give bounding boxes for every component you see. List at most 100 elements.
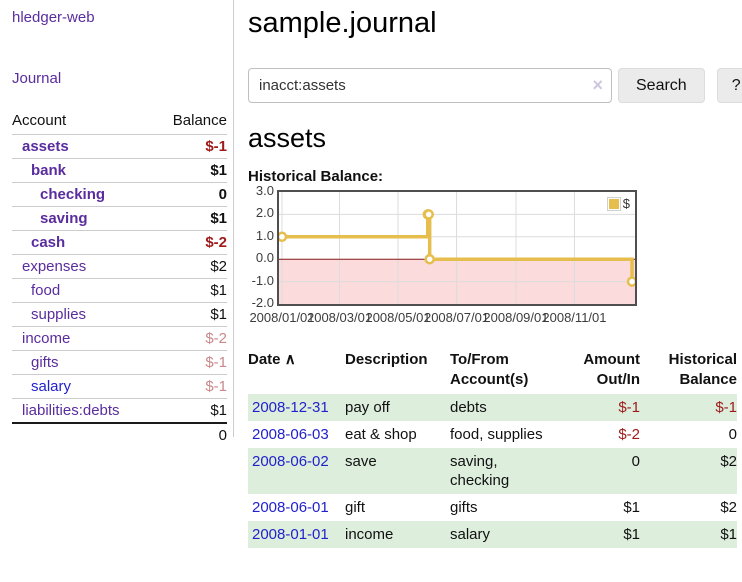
account-balance: 0: [119, 182, 227, 207]
account-row: assets $-1: [12, 134, 227, 159]
account-row: saving $1: [12, 206, 227, 231]
sidebar-account-link[interactable]: saving: [40, 210, 88, 227]
search-input[interactable]: [248, 68, 612, 103]
account-row: salary $-1: [12, 374, 227, 399]
register-date-link[interactable]: 2008-06-03: [252, 426, 329, 443]
sidebar-item-journal[interactable]: Journal: [12, 70, 62, 87]
sidebar-account-link[interactable]: supplies: [31, 306, 87, 323]
register-row: 2008-06-02 save saving, checking 0 $2: [248, 448, 737, 494]
register-accounts: debts: [450, 399, 487, 416]
sidebar-account-link[interactable]: checking: [40, 186, 106, 203]
account-row: cash $-2: [12, 230, 227, 255]
sidebar-account-link[interactable]: cash: [31, 234, 66, 251]
account-balance: $-1: [119, 134, 227, 159]
chart-plot-area: $: [277, 190, 637, 306]
register-description: eat & shop: [345, 426, 417, 443]
sidebar-account-link[interactable]: gifts: [31, 354, 59, 371]
account-row: checking 0: [12, 182, 227, 207]
historical-balance-chart: $ 3.0 2.0 1.0 0.0 -1.0 -2.0 2008/01/01 2008/03/…: [248, 184, 737, 332]
sidebar-account-link[interactable]: liabilities:debts: [22, 402, 120, 419]
register-row: 2008-01-01 income salary $1 $1: [248, 521, 737, 548]
series-label: $: [622, 196, 630, 211]
register-balance: $1: [720, 526, 737, 543]
help-button[interactable]: ?: [716, 68, 742, 103]
register-header-date[interactable]: Date ∧: [248, 351, 296, 368]
register-balance: 0: [728, 426, 737, 443]
data-point-marker: [279, 231, 288, 243]
register-balance: $-1: [715, 399, 737, 416]
account-row: supplies $1: [12, 302, 227, 327]
accounts-total-spacer: [12, 422, 120, 447]
app-brand-link[interactable]: hledger-web: [12, 9, 95, 26]
account-balance: $2: [119, 254, 227, 279]
account-row: bank $1: [12, 158, 227, 183]
account-balance: $1: [119, 278, 227, 303]
register-amount: $-1: [618, 399, 640, 416]
register-accounts: food, supplies: [450, 426, 543, 443]
sidebar-account-link[interactable]: income: [22, 330, 71, 347]
register-row: 2008-12-31 pay off debts $-1 $-1: [248, 394, 737, 421]
clear-search-icon[interactable]: ×: [592, 75, 603, 95]
data-point-marker: [626, 276, 635, 287]
y-axis-tick-label: 3.0: [255, 183, 274, 198]
sort-ascending-icon[interactable]: ∧: [284, 351, 296, 368]
account-balance: $-2: [119, 326, 227, 351]
register-header-description: Description: [345, 351, 428, 368]
accounts-header-balance: Balance: [172, 112, 227, 129]
x-axis-tick-label: 2008/01/01: [249, 310, 315, 325]
series-swatch-icon: [606, 196, 621, 211]
register-table: Date ∧ Description To/From Account(s) Amount…: [248, 348, 737, 548]
register-header-historical: Historical Balance: [668, 351, 737, 388]
y-axis-tick-label: 0.0: [255, 250, 274, 266]
sidebar-account-link[interactable]: salary: [31, 378, 72, 395]
register-accounts: saving, checking: [450, 453, 510, 489]
register-balance: $2: [720, 499, 737, 516]
account-balance: $-1: [119, 350, 227, 375]
chart-canvas: [279, 192, 635, 304]
x-axis-tick-label: 2008/05/01: [365, 310, 431, 325]
register-description: income: [345, 526, 394, 543]
sidebar: hledger-web Journal Account Balance asse…: [0, 0, 234, 447]
register-date-link[interactable]: 2008-06-01: [252, 499, 329, 516]
register-date-link[interactable]: 2008-12-31: [252, 399, 329, 416]
account-row: food $1: [12, 278, 227, 303]
data-point-marker: [423, 209, 434, 220]
register-accounts: gifts: [450, 499, 478, 516]
x-axis-tick-label: 2008/09/01: [483, 310, 549, 325]
register-row: 2008-06-01 gift gifts $1 $2: [248, 494, 737, 521]
register-amount: $1: [623, 526, 640, 543]
search-button[interactable]: Search: [618, 68, 705, 103]
account-row: liabilities:debts $1: [12, 398, 227, 423]
y-axis-tick-label: 2.0: [255, 205, 274, 221]
register-date-link[interactable]: 2008-01-01: [252, 526, 329, 543]
register-header-to-from: To/From Account(s): [450, 351, 529, 388]
x-axis-tick-label: 2008/03/01: [306, 310, 373, 325]
x-axis-tick-label: 2008/11/01: [542, 310, 607, 325]
account-balance: $-1: [119, 374, 227, 399]
y-axis-tick-label: -2.0: [251, 295, 274, 310]
y-axis-tick-label: -1.0: [251, 272, 274, 288]
x-axis-tick-label: 2008/07/01: [423, 310, 490, 325]
account-balance: $1: [119, 302, 227, 327]
account-row: expenses $2: [12, 254, 227, 279]
account-balance: $1: [119, 158, 227, 183]
register-amount: $-2: [618, 426, 640, 443]
register-amount: 0: [631, 453, 640, 470]
search-form: × Search ?: [248, 68, 742, 103]
sidebar-account-link[interactable]: bank: [31, 162, 67, 179]
chart-title-label: Historical Balance:: [248, 168, 384, 185]
register-header-amount: Amount Out/In: [583, 351, 640, 388]
account-row: income $-2: [12, 326, 227, 351]
data-point-marker: [424, 253, 435, 265]
register-description: save: [345, 453, 377, 470]
register-description: pay off: [345, 399, 390, 416]
sidebar-account-link[interactable]: food: [31, 282, 61, 299]
sidebar-account-link[interactable]: assets: [22, 138, 69, 155]
account-title: assets: [248, 123, 327, 153]
page-title: sample.journal: [248, 7, 437, 39]
sidebar-account-link[interactable]: expenses: [22, 258, 87, 275]
account-balance: $-2: [119, 230, 227, 255]
register-date-link[interactable]: 2008-06-02: [252, 453, 329, 470]
register-balance: $2: [720, 453, 737, 470]
chart-legend: $: [604, 195, 632, 212]
